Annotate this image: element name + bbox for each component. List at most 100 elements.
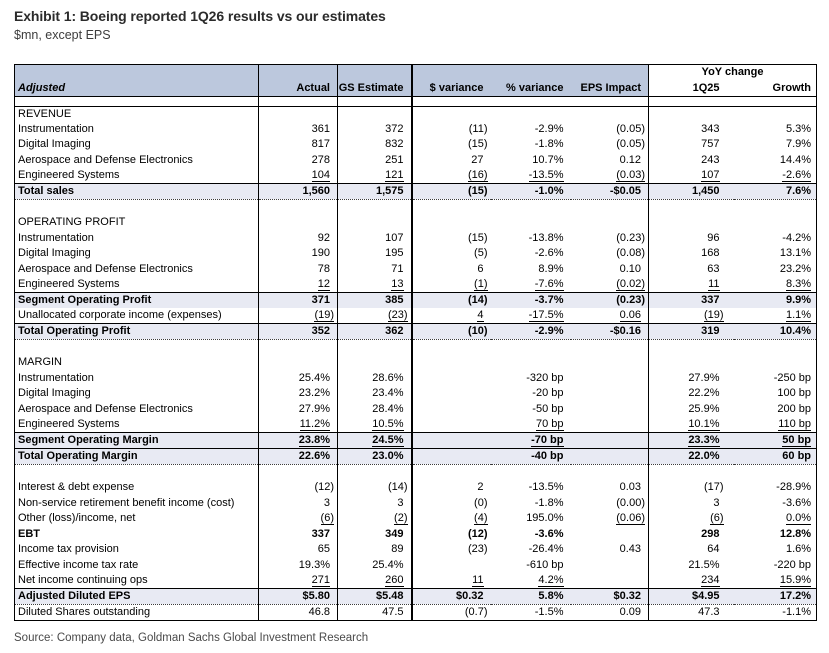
cell-1q25: 757 bbox=[701, 138, 720, 151]
row-label: Instrumentation bbox=[14, 121, 259, 137]
cell-actual: $5.80 bbox=[258, 588, 338, 605]
cell-actual bbox=[258, 355, 338, 371]
cell-dollar-variance: (10) bbox=[411, 323, 491, 340]
cell-dollar-variance bbox=[412, 215, 491, 231]
table-row: REVENUE bbox=[14, 106, 817, 122]
cell-1q25: 22.2% bbox=[688, 387, 720, 400]
header-spacer bbox=[258, 64, 338, 81]
cell-growth: 12.8% bbox=[779, 527, 812, 540]
cell-pct-variance: -2.9% bbox=[490, 323, 571, 340]
cell-actual: 278 bbox=[258, 152, 338, 168]
cell-dollar-variance bbox=[412, 402, 491, 418]
cell-dollar-variance: (23) bbox=[467, 543, 488, 556]
source-note: Source: Company data, Goldman Sachs Glob… bbox=[14, 632, 369, 644]
cell-growth bbox=[734, 355, 817, 371]
cell-growth bbox=[734, 200, 817, 216]
cell-pct-variance: -40 bp bbox=[490, 448, 571, 465]
row-label: Effective income tax rate bbox=[14, 557, 259, 573]
cell-pct-variance: -13.8% bbox=[528, 231, 564, 244]
cell-dollar-variance bbox=[412, 558, 491, 574]
column-header-1q25: 1Q25 bbox=[648, 80, 734, 97]
cell-dollar-variance: 2 bbox=[477, 481, 484, 494]
cell-pct-variance: -70 bp bbox=[490, 432, 571, 449]
cell-actual: 12 bbox=[258, 277, 338, 293]
row-label: Interest & debt expense bbox=[14, 480, 259, 496]
cell-pct-variance: -3.7% bbox=[490, 292, 571, 308]
cell-dollar-variance bbox=[412, 340, 491, 356]
cell-1q25: $4.95 bbox=[648, 588, 734, 605]
cell-actual: 271 bbox=[258, 573, 338, 589]
page-title: Exhibit 1: Boeing reported 1Q26 results … bbox=[14, 8, 386, 24]
header-spacer bbox=[411, 64, 650, 81]
cell-actual: 104 bbox=[258, 168, 338, 184]
cell-growth: 15.9% bbox=[779, 574, 812, 587]
cell-growth: 100 bp bbox=[777, 387, 812, 400]
table-row: EBT 337 349 (12) -3.6% 298 12.8% bbox=[14, 526, 817, 542]
cell-gs-estimate: 47.5 bbox=[337, 604, 413, 621]
cell-actual: 22.6% bbox=[258, 448, 338, 465]
cell-pct-variance: -50 bp bbox=[532, 402, 564, 415]
row-label bbox=[14, 199, 259, 215]
spacer-row bbox=[14, 464, 817, 481]
cell-gs-estimate: 832 bbox=[337, 137, 413, 153]
cell-1q25: 337 bbox=[648, 292, 734, 308]
cell-gs-estimate: 25.4% bbox=[337, 557, 413, 573]
header-spacer bbox=[14, 64, 259, 81]
row-label bbox=[14, 339, 259, 355]
row-label: Instrumentation bbox=[14, 370, 259, 386]
cell-1q25: 11 bbox=[708, 278, 720, 291]
cell-1q25: 21.5% bbox=[688, 558, 720, 571]
cell-pct-variance: -2.6% bbox=[534, 247, 564, 260]
cell-actual: 817 bbox=[258, 137, 338, 153]
cell-actual: (6) bbox=[258, 511, 338, 527]
table-row: Instrumentation 25.4% 28.6% -320 bp 27.9% -25… bbox=[14, 370, 817, 386]
row-label: Digital Imaging bbox=[14, 137, 259, 153]
cell-pct-variance bbox=[491, 215, 571, 231]
cell-eps-impact bbox=[570, 215, 650, 231]
cell-actual bbox=[258, 339, 338, 355]
cell-actual: 371 bbox=[258, 292, 338, 308]
column-header-pct-variance: % variance bbox=[490, 80, 571, 97]
cell-pct-variance bbox=[491, 465, 571, 481]
cell-1q25: 47.3 bbox=[698, 606, 720, 618]
cell-dollar-variance: (15) bbox=[411, 183, 491, 200]
cell-1q25: 1,450 bbox=[648, 183, 734, 200]
cell-eps-impact bbox=[570, 199, 650, 215]
cell-gs-estimate bbox=[337, 199, 413, 215]
cell-pct-variance: 10.7% bbox=[532, 153, 564, 166]
cell-growth bbox=[734, 106, 817, 122]
cell-growth: 23.2% bbox=[779, 262, 812, 275]
cell-gs-estimate: 121 bbox=[337, 168, 413, 184]
cell-pct-variance: -1.8% bbox=[534, 138, 564, 151]
spacer-row bbox=[14, 199, 817, 216]
cell-pct-variance: -7.6% bbox=[534, 278, 564, 291]
cell-1q25: 319 bbox=[648, 323, 734, 340]
cell-1q25: (19) bbox=[703, 309, 724, 322]
yoy-change-group-header: YoY change bbox=[648, 64, 817, 81]
cell-actual: 78 bbox=[258, 261, 338, 277]
cell-1q25: 298 bbox=[701, 527, 720, 540]
cell-1q25 bbox=[649, 106, 734, 122]
cell-pct-variance: 8.9% bbox=[538, 262, 564, 275]
row-label: EBT bbox=[14, 526, 259, 542]
row-label: Aerospace and Defense Electronics bbox=[14, 261, 259, 277]
table-row: Digital Imaging 190 195 (5) -2.6% (0.08) 168 13… bbox=[14, 246, 817, 262]
cell-actual: 23.8% bbox=[258, 432, 338, 449]
cell-pct-variance: -20 bp bbox=[532, 387, 564, 400]
cell-actual: 352 bbox=[258, 323, 338, 340]
cell-gs-estimate: 195 bbox=[337, 246, 413, 262]
cell-dollar-variance bbox=[412, 417, 491, 433]
cell-gs-estimate: $5.48 bbox=[337, 588, 413, 605]
cell-growth: 7.6% bbox=[733, 183, 817, 200]
row-label bbox=[14, 464, 259, 480]
cell-eps-impact bbox=[570, 355, 650, 371]
cell-dollar-variance: (1) bbox=[474, 278, 488, 291]
row-label: Diluted Shares outstanding bbox=[14, 604, 259, 621]
cell-gs-estimate: 10.5% bbox=[337, 417, 413, 433]
cell-1q25: 168 bbox=[701, 247, 720, 260]
row-label: Net income continuing ops bbox=[14, 573, 259, 589]
cell-gs-estimate: 260 bbox=[337, 573, 413, 589]
row-label: Income tax provision bbox=[14, 542, 259, 558]
cell-pct-variance bbox=[491, 200, 571, 216]
